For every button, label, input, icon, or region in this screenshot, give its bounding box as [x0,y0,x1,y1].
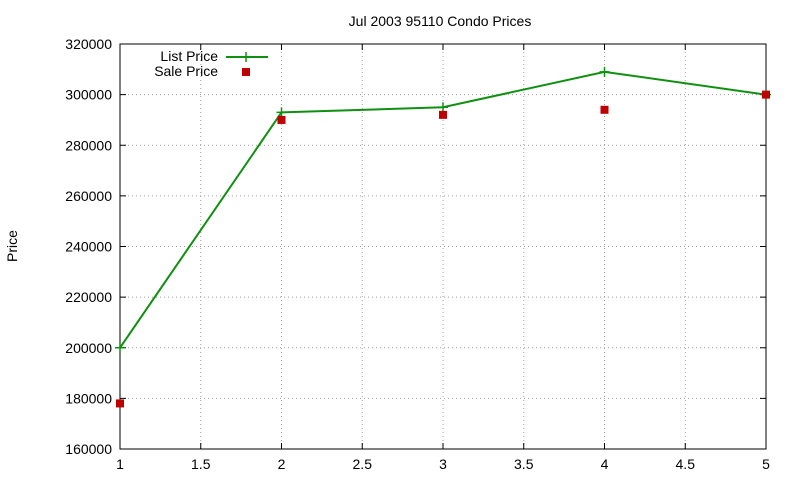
y-tick-label: 200000 [65,340,112,356]
data-point [277,115,286,124]
x-tick-label: 3.5 [514,456,534,472]
data-point [762,90,770,99]
y-axis-label: Price [4,230,20,262]
y-tick-label: 300000 [65,87,112,103]
y-tick-label: 280000 [65,137,112,153]
x-tick-label: 3 [439,456,447,472]
legend-label-sale-price: Sale Price [154,63,218,79]
x-axis: 1 1.5 2 2.5 3 3.5 4 4.5 5 [116,44,770,472]
series-layer [115,66,771,408]
x-tick-label: 1 [116,456,124,472]
x-tick-label: 4 [601,456,609,472]
y-tick-label: 180000 [65,390,112,406]
legend-marker-sale-price [242,68,250,76]
x-tick-label: 5 [762,456,770,472]
y-axis: 160000 180000 200000 220000 240000 260000 2800… [65,36,766,457]
y-tick-label: 260000 [65,188,112,204]
x-tick-label: 2 [278,456,286,472]
x-tick-label: 1.5 [191,456,211,472]
y-tick-label: 220000 [65,289,112,305]
x-tick-label: 2.5 [353,456,373,472]
data-point [115,342,125,353]
data-point [116,399,124,408]
legend-cross [241,52,251,62]
y-tick-label: 240000 [65,239,112,255]
legend-label-list-price: List Price [160,48,218,64]
y-tick-label: 160000 [65,441,112,457]
data-point [599,66,610,77]
data-point [438,102,448,113]
y-tick-label: 320000 [65,36,112,52]
series-list-price [115,66,771,353]
legend-marker-list-price [241,52,251,62]
data-point [276,107,287,118]
chart-title: Jul 2003 95110 Condo Prices [349,13,532,29]
data-point [600,105,609,114]
series-sale-price [116,90,770,408]
legend: List Price Sale Price [154,48,268,79]
data-point [439,110,447,119]
x-tick-label: 4.5 [676,456,696,472]
